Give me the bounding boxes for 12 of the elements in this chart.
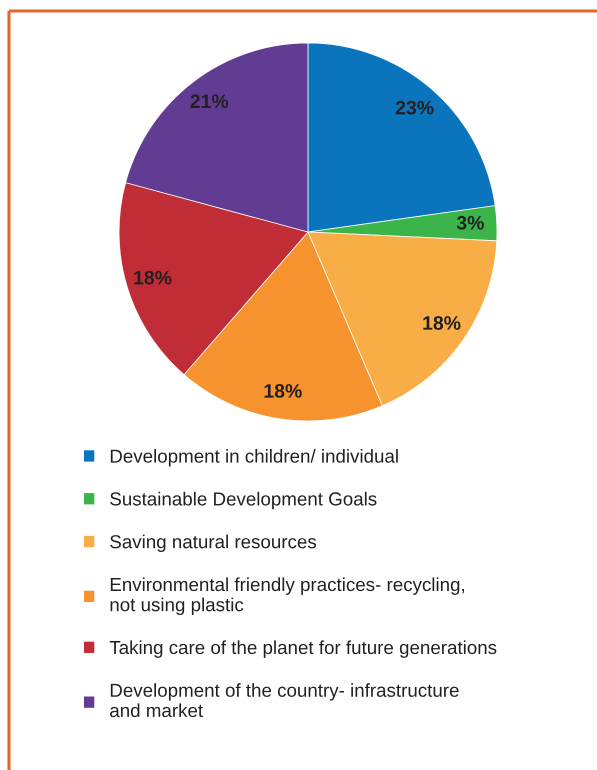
data-label: 21%	[190, 94, 228, 108]
data-label: 23%	[396, 100, 434, 115]
legend-label: Sustainable Development Goals	[110, 492, 376, 510]
legend-label: Taking care of the planet for future generations	[110, 640, 496, 658]
data-label: 18%	[134, 270, 172, 285]
legend-label: Development of the country- infrastructure and market	[110, 683, 459, 718]
legend-label: Environmental friendly practices- recycling, not using plastic	[110, 577, 464, 616]
data-label: 18%	[423, 316, 460, 330]
legend-label: Saving natural resources	[110, 534, 316, 552]
legend-label: Development in children/ individual	[110, 449, 398, 466]
data-label: 18%	[264, 384, 302, 398]
data-label: 3%	[456, 216, 484, 230]
